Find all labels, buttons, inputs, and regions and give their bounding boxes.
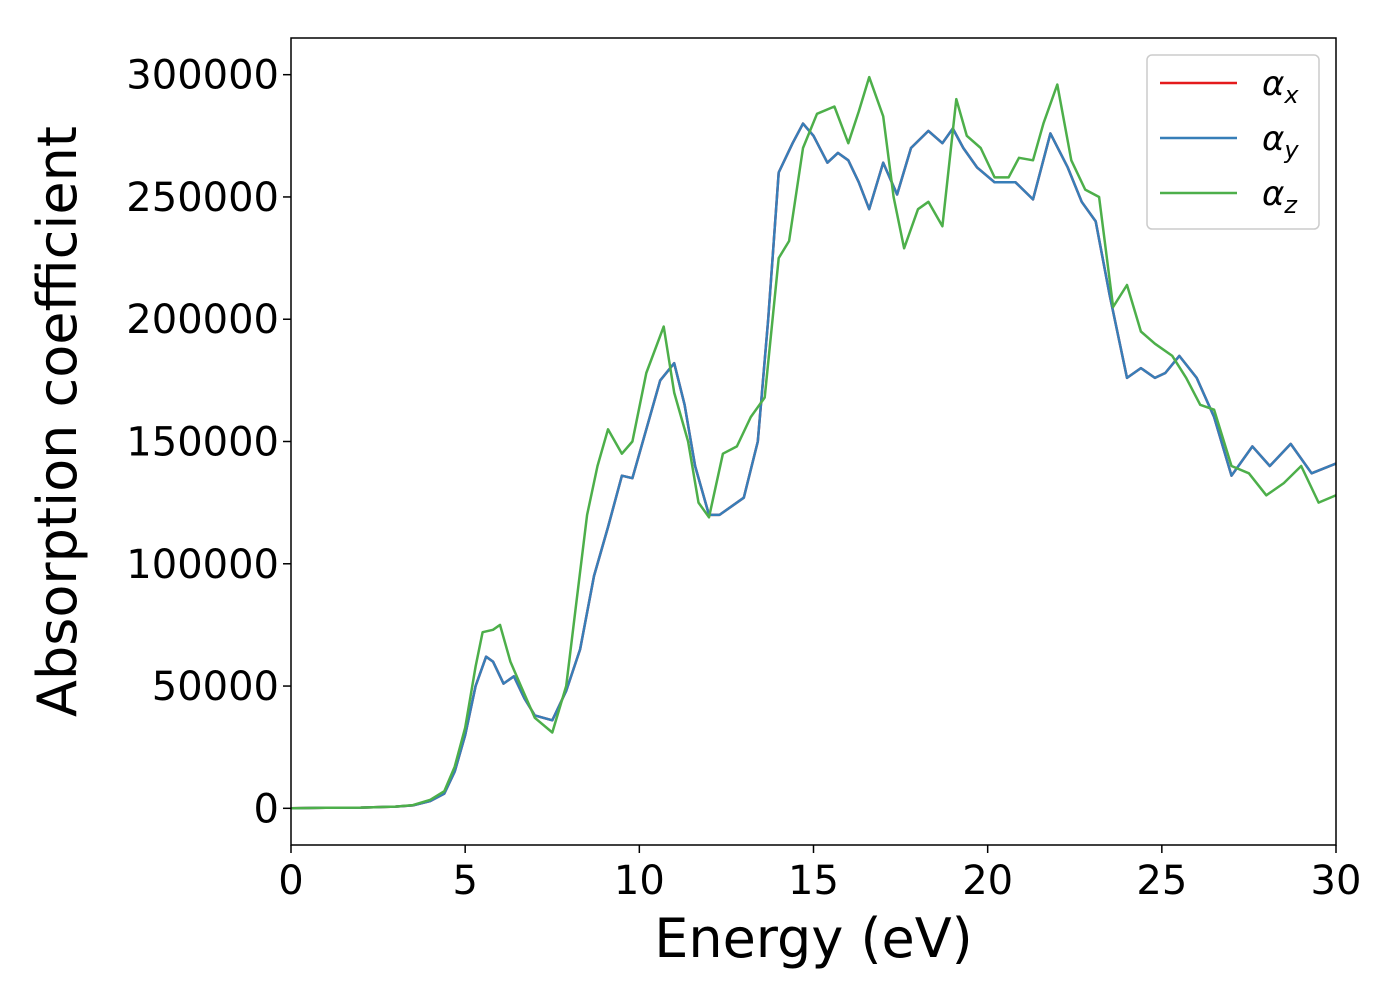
legend-label-z: αz xyxy=(1262,174,1298,219)
legend-label-y: αy xyxy=(1262,119,1299,164)
x-tick-label: 30 xyxy=(1311,858,1362,904)
series-line-y xyxy=(291,122,1336,810)
x-tick-label: 20 xyxy=(962,858,1013,904)
y-axis-label: Absorption coefficient xyxy=(26,126,89,717)
x-tick-label: 0 xyxy=(278,858,303,904)
series-line-z xyxy=(291,75,1336,810)
legend-box xyxy=(1146,54,1320,230)
y-axis-ticks: 0 50000 100000 150000 200000 250000 300000 xyxy=(126,53,291,832)
y-tick-label: 150000 xyxy=(126,420,279,466)
series-layer xyxy=(291,75,1336,810)
legend: αx αy αz xyxy=(1146,54,1320,230)
y-tick-label: 100000 xyxy=(126,542,279,588)
y-tick-label: 50000 xyxy=(152,664,279,710)
x-axis-label: Energy (eV) xyxy=(654,907,973,970)
x-tick-label: 25 xyxy=(1136,858,1187,904)
y-tick-label: 300000 xyxy=(126,53,279,99)
x-tick-label: 5 xyxy=(452,858,477,904)
y-tick-label: 250000 xyxy=(126,175,279,221)
x-tick-label: 10 xyxy=(614,858,665,904)
legend-label-x: αx xyxy=(1262,64,1299,109)
x-axis-ticks: 0 5 10 15 20 25 30 xyxy=(278,845,1361,904)
x-tick-label: 15 xyxy=(788,858,839,904)
y-tick-label: 200000 xyxy=(126,297,279,343)
y-tick-label: 0 xyxy=(254,786,279,832)
